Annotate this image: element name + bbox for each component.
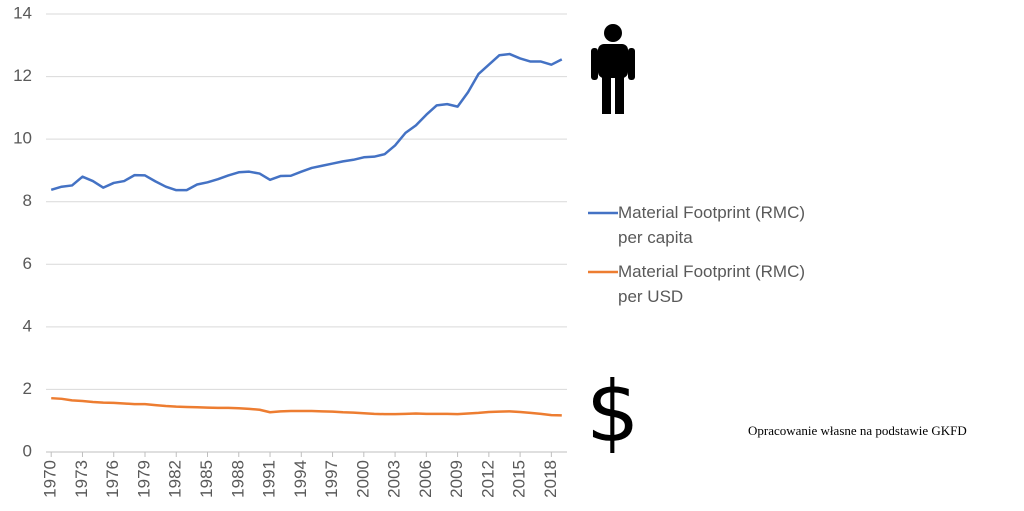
x-tick-label: 2009 bbox=[447, 460, 466, 498]
legend-entry: Material Footprint (RMC) per capita bbox=[618, 203, 806, 247]
x-tick-label: 2012 bbox=[478, 460, 497, 498]
x-tick-label: 1982 bbox=[166, 460, 185, 498]
x-tick-label: 1991 bbox=[260, 460, 279, 498]
dollar-icon: $ bbox=[586, 363, 640, 461]
x-tick-label: 1970 bbox=[41, 460, 60, 498]
x-tick-label: 1997 bbox=[322, 460, 341, 498]
x-tick-label: 1979 bbox=[134, 460, 153, 498]
y-tick-label: 10 bbox=[13, 129, 32, 148]
y-tick-label: 2 bbox=[23, 379, 32, 398]
x-tick-label: 2003 bbox=[385, 460, 404, 498]
line-series bbox=[51, 396, 562, 417]
x-tick-label: 2018 bbox=[541, 460, 560, 498]
source-note: Opracowanie własne na podstawie GKFD bbox=[748, 423, 967, 438]
x-tick-label: 1985 bbox=[197, 460, 216, 498]
line-series bbox=[50, 52, 563, 192]
y-tick-label: 14 bbox=[13, 3, 32, 22]
x-tick-label: 2015 bbox=[510, 460, 529, 498]
y-tick-label: 4 bbox=[23, 316, 32, 335]
x-tick-label: 1994 bbox=[291, 460, 310, 498]
x-tick-label: 2006 bbox=[416, 460, 435, 498]
person-icon bbox=[591, 24, 635, 114]
y-tick-label: 12 bbox=[13, 66, 32, 85]
y-tick-label: 6 bbox=[23, 254, 32, 273]
y-tick-label: 8 bbox=[23, 191, 32, 210]
y-tick-label: 0 bbox=[23, 441, 32, 460]
x-tick-label: 2000 bbox=[353, 460, 372, 498]
x-tick-label: 1973 bbox=[72, 460, 91, 498]
x-tick-label: 1976 bbox=[103, 460, 122, 498]
legend-entry: Material Footprint (RMC) per USD bbox=[618, 262, 806, 306]
x-tick-label: 1988 bbox=[228, 460, 247, 498]
